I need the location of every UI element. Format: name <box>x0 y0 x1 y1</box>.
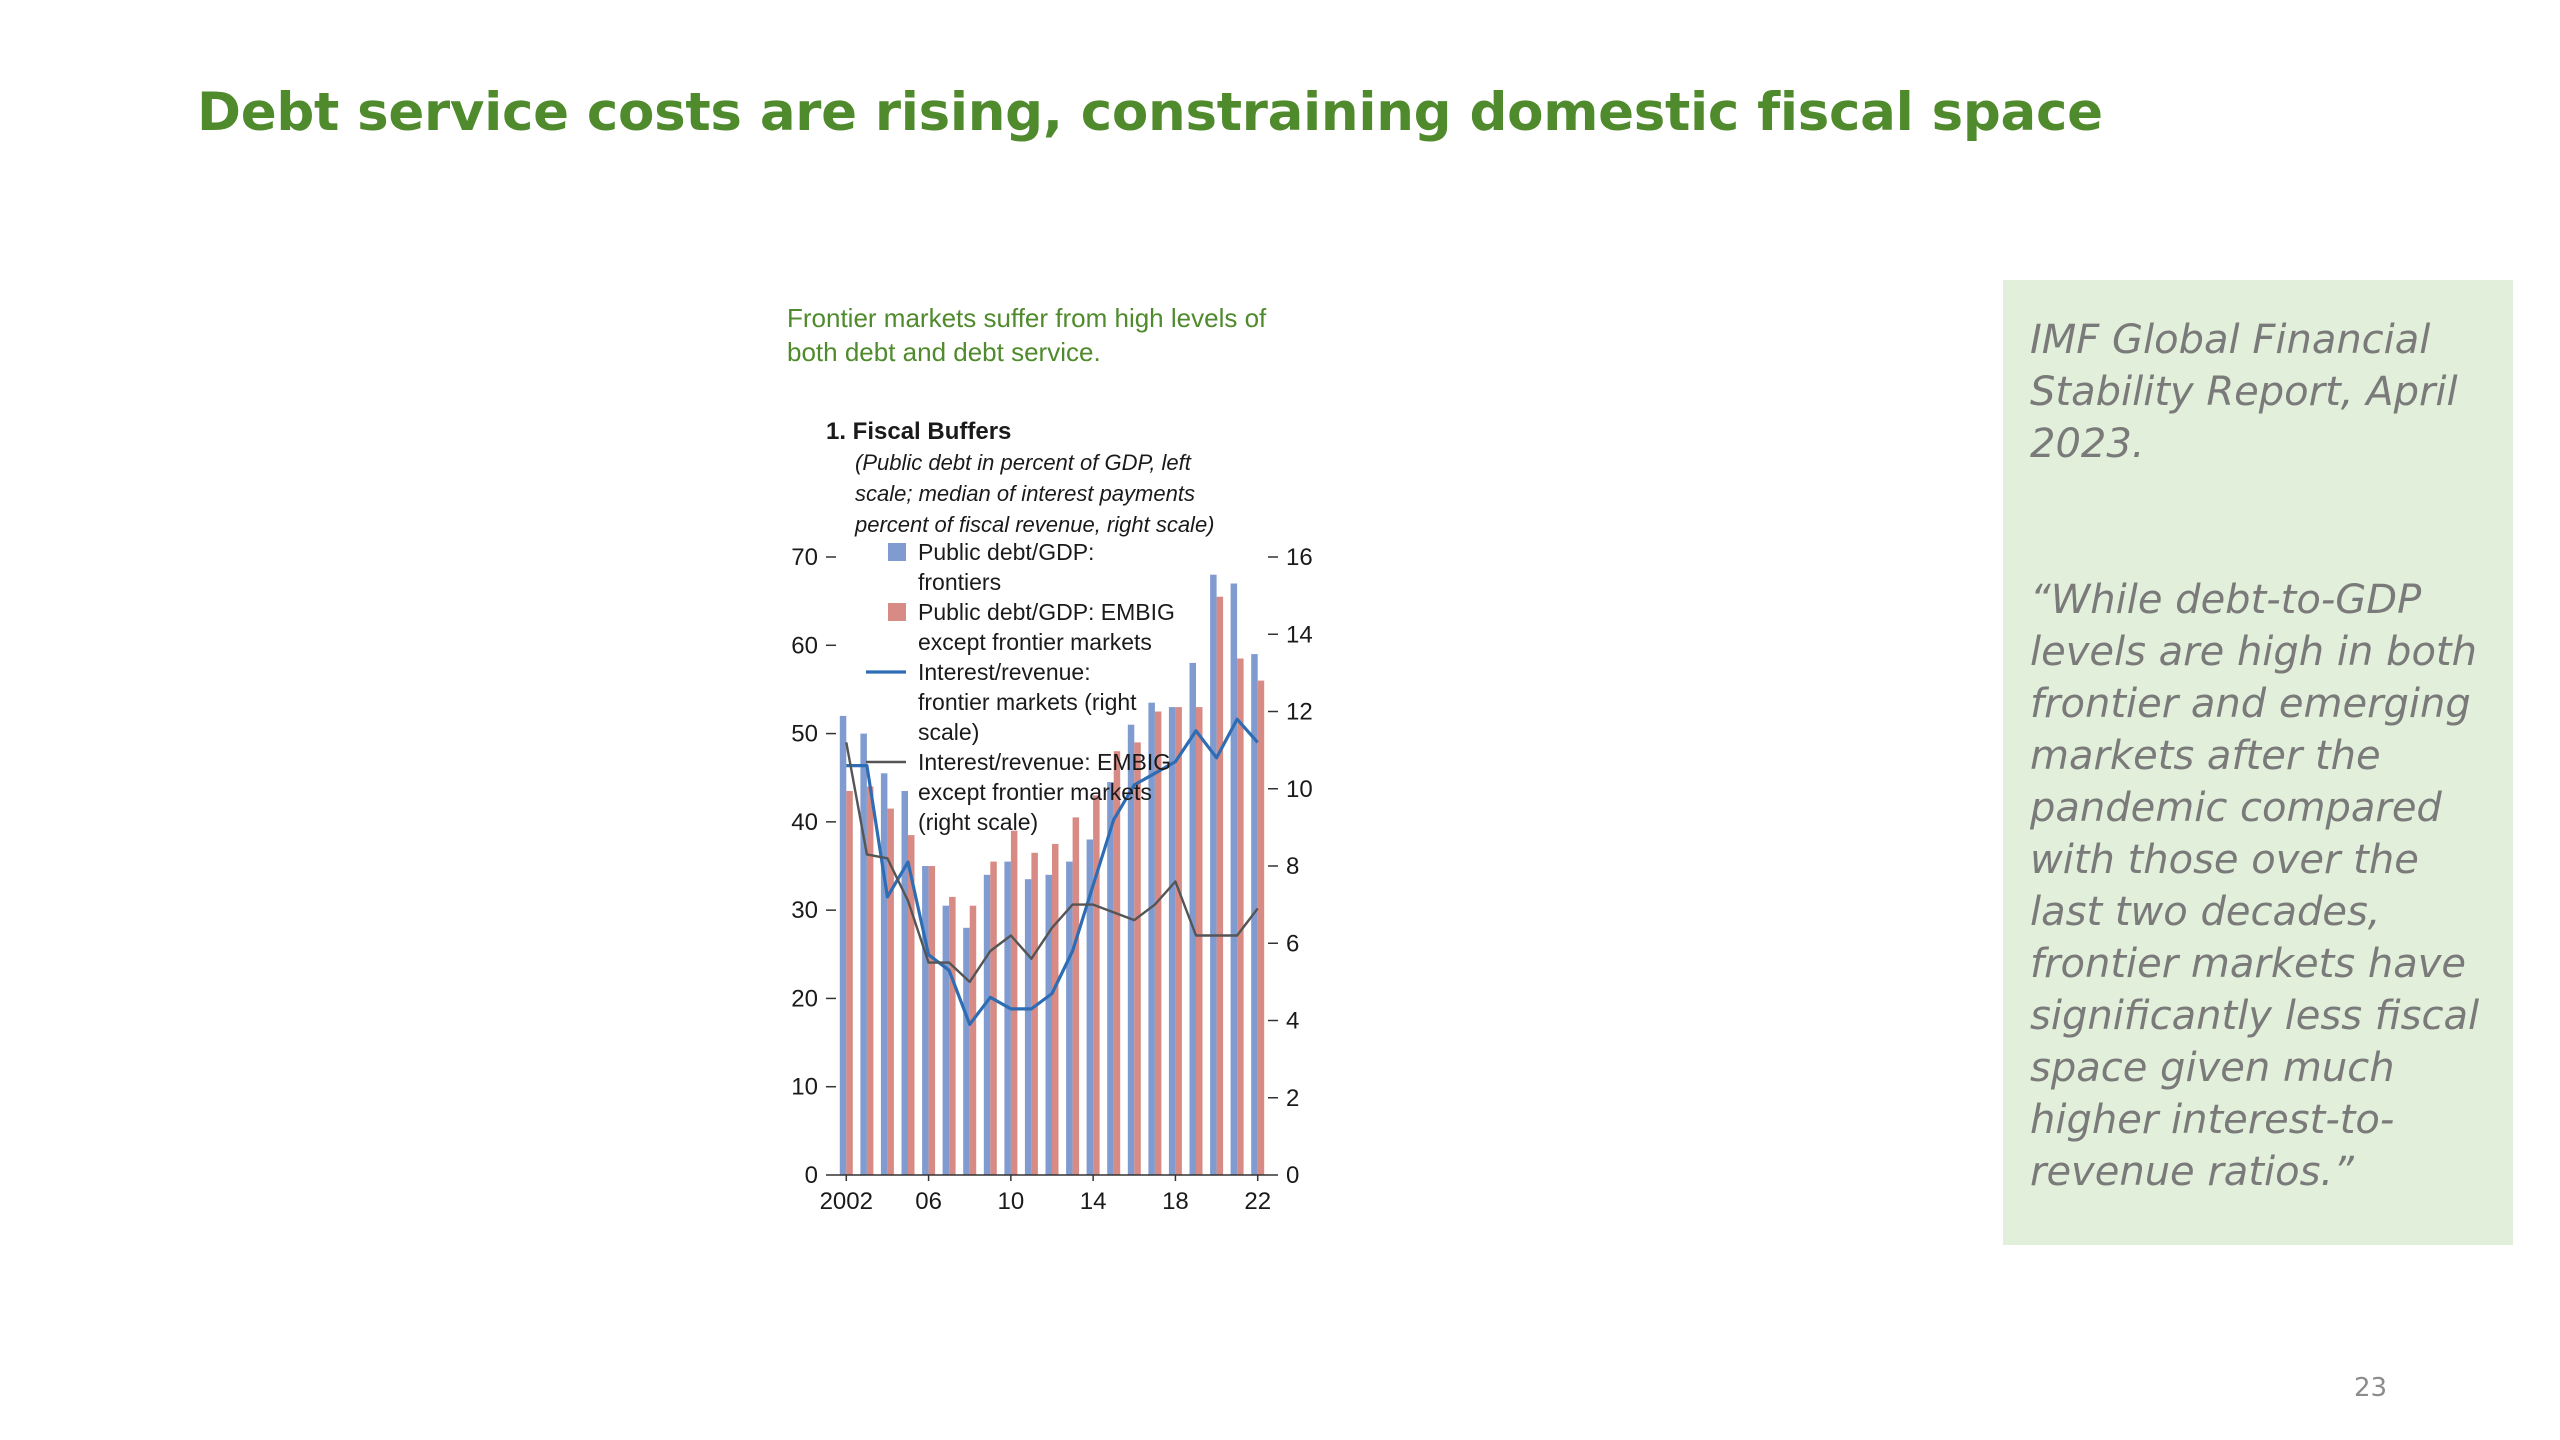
bar-frontiers-2005 <box>901 791 908 1175</box>
bar-embig-2004 <box>887 808 894 1175</box>
x-tick-label: 14 <box>1080 1188 1107 1215</box>
chart-heading: 1. Fiscal Buffers (Public debt in percent… <box>826 418 1215 537</box>
y-left-tick-label: 10 <box>791 1074 818 1101</box>
bar-frontiers-2011 <box>1024 879 1032 1175</box>
bar-embig-2012 <box>1052 843 1059 1175</box>
bar-frontiers-2019 <box>1189 662 1196 1175</box>
bar-embig-2013 <box>1072 817 1080 1175</box>
quote-source: IMF Global Financial Stability Report, A… <box>2030 317 2458 467</box>
bar-embig-2017 <box>1154 711 1162 1175</box>
legend-label-3: except frontier markets <box>918 779 1152 805</box>
legend-swatch-0 <box>888 543 906 561</box>
page-number: 23 <box>2354 1373 2388 1403</box>
bar-embig-2020 <box>1216 596 1224 1175</box>
legend-label-3: Interest/revenue: EMBIG <box>918 749 1171 775</box>
bar-frontiers-2006 <box>922 866 929 1175</box>
x-tick-label: 10 <box>998 1188 1025 1215</box>
chart-caption-line: both debt and debt service. <box>787 337 1101 367</box>
bar-frontiers-2008 <box>963 927 970 1175</box>
y-right-tick-label: 12 <box>1286 699 1313 726</box>
bar-frontiers-2002 <box>839 715 847 1175</box>
chart-legend: Public debt/GDP: frontiers Public debt/GDP… <box>866 539 1175 835</box>
bar-frontiers-2004 <box>880 773 888 1175</box>
y-right-tick-label: 6 <box>1286 930 1299 957</box>
bar-embig-2005 <box>908 835 915 1175</box>
y-left-tick-label: 70 <box>791 544 818 571</box>
y-right-tick-label: 16 <box>1286 544 1313 571</box>
chart-caption-line: Frontier markets suffer from high levels… <box>787 303 1267 333</box>
bar-embig-2010 <box>1010 830 1018 1175</box>
bar-frontiers-2007 <box>942 905 950 1175</box>
bar-embig-2016 <box>1134 742 1141 1175</box>
bar-frontiers-2018 <box>1168 707 1176 1175</box>
bar-embig-2019 <box>1196 707 1203 1175</box>
bar-frontiers-2020 <box>1210 574 1217 1175</box>
quote-text: “While debt-to-GDP levels are high in bo… <box>2030 577 2480 1195</box>
y-right-tick-label: 10 <box>1286 776 1313 803</box>
bar-frontiers-2003 <box>860 733 867 1175</box>
chart-lines <box>845 717 1259 1027</box>
bar-frontiers-2017 <box>1148 702 1155 1175</box>
x-tick-label: 06 <box>915 1188 942 1215</box>
y-left-tick-label: 30 <box>791 897 818 924</box>
bar-embig-2011 <box>1031 852 1038 1175</box>
x-tick-label: 22 <box>1244 1188 1271 1215</box>
bar-embig-2002 <box>846 791 853 1175</box>
y-left-tick-label: 60 <box>791 632 818 659</box>
bar-frontiers-2010 <box>1004 861 1011 1175</box>
bar-frontiers-2015 <box>1107 782 1114 1175</box>
legend-label-1: Public debt/GDP: EMBIG <box>918 599 1175 625</box>
bar-frontiers-2009 <box>983 874 991 1175</box>
bar-frontiers-2022 <box>1251 654 1258 1175</box>
bar-embig-2014 <box>1093 795 1100 1175</box>
bar-embig-2018 <box>1175 707 1182 1175</box>
bar-embig-2008 <box>969 905 977 1175</box>
x-tick-label: 18 <box>1162 1188 1189 1215</box>
bar-embig-2022 <box>1257 680 1265 1175</box>
bar-embig-2021 <box>1237 658 1244 1175</box>
chart-title: 1. Fiscal Buffers <box>826 418 1011 445</box>
chart-figure-caption: Frontier markets suffer from high levels… <box>787 303 1267 367</box>
chart-axes: 0 10 20 30 40 50 60 70 0 2 4 6 8 10 12 14 16 2002 06 10 14 18… <box>791 544 1312 1215</box>
legend-label-0: Public debt/GDP: <box>918 539 1094 565</box>
line-interest-frontier <box>846 717 1259 1027</box>
bar-frontiers-2016 <box>1127 724 1135 1175</box>
bar-embig-2009 <box>990 861 997 1175</box>
y-left-tick-label: 0 <box>805 1162 818 1189</box>
legend-swatch-1 <box>888 603 906 621</box>
chart-bars <box>839 574 1265 1175</box>
bar-frontiers-2014 <box>1086 839 1094 1175</box>
y-right-tick-label: 4 <box>1286 1008 1299 1035</box>
legend-label-2: frontier markets (right <box>918 689 1137 715</box>
legend-label-3: (right scale) <box>918 809 1038 835</box>
slide-title: Debt service costs are rising, constrain… <box>197 82 2103 143</box>
y-right-tick-label: 14 <box>1286 621 1313 648</box>
bar-embig-2006 <box>928 866 936 1175</box>
bar-frontiers-2013 <box>1066 861 1073 1175</box>
chart-subtitle-line: percent of fiscal revenue, right scale) <box>854 512 1215 537</box>
bar-frontiers-2021 <box>1230 583 1238 1175</box>
legend-label-1: except frontier markets <box>918 629 1152 655</box>
bar-embig-2003 <box>866 786 874 1175</box>
legend-label-2: scale) <box>918 719 979 745</box>
y-right-tick-label: 0 <box>1286 1162 1299 1189</box>
bar-frontiers-2012 <box>1045 874 1052 1175</box>
chart-subtitle-line: (Public debt in percent of GDP, left <box>855 450 1192 475</box>
x-tick-label: 2002 <box>820 1188 873 1215</box>
chart-subtitle-line: scale; median of interest payments <box>855 481 1195 506</box>
y-left-tick-label: 50 <box>791 721 818 748</box>
y-left-tick-label: 40 <box>791 809 818 836</box>
y-right-tick-label: 2 <box>1286 1085 1299 1112</box>
y-left-tick-label: 20 <box>791 985 818 1012</box>
bar-embig-2007 <box>949 896 956 1175</box>
legend-label-2: Interest/revenue: <box>918 659 1091 685</box>
line-interest-embig <box>845 742 1259 984</box>
y-right-tick-label: 8 <box>1286 853 1299 880</box>
legend-label-0: frontiers <box>918 569 1001 595</box>
bar-embig-2015 <box>1113 751 1121 1175</box>
quote-panel: IMF Global Financial Stability Report, A… <box>2003 280 2513 1245</box>
